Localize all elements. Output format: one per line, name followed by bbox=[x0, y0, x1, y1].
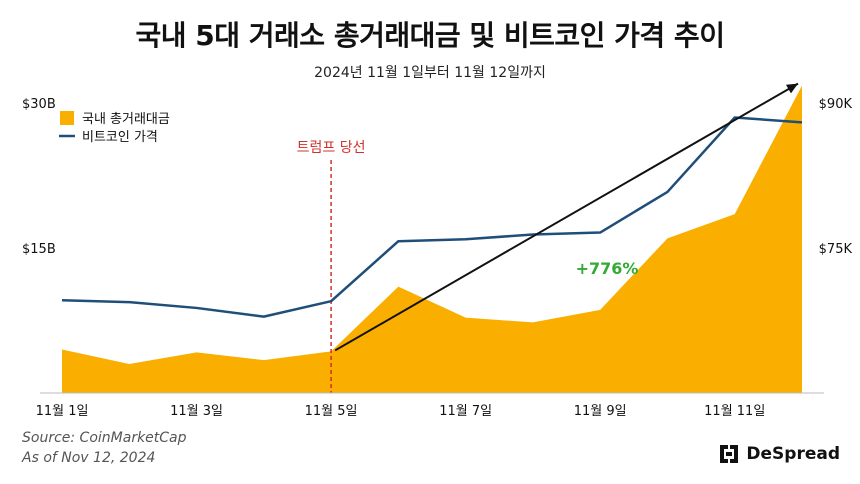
x-tick-label: 11월 1일 bbox=[36, 404, 89, 419]
volume-area bbox=[62, 85, 802, 393]
y-left-tick-label: $30B bbox=[22, 97, 56, 112]
y-right-tick-label: $90K bbox=[819, 97, 853, 112]
chart-title: 국내 5대 거래소 총거래대금 및 비트코인 가격 추이 bbox=[135, 19, 725, 52]
price-line-group bbox=[61, 116, 803, 318]
x-tick-label: 11월 5일 bbox=[305, 404, 358, 419]
growth-arrow-head bbox=[785, 83, 798, 94]
legend-label-price: 비트코인 가격 bbox=[82, 130, 158, 145]
y-right-tick-label: $75K bbox=[819, 242, 853, 257]
chart-subtitle: 2024년 11월 1일부터 11월 12일까지 bbox=[314, 65, 546, 81]
growth-arrow-group: +776% bbox=[334, 82, 799, 352]
brand-name: DeSpread bbox=[746, 444, 840, 464]
despread-logo-icon bbox=[720, 445, 739, 463]
as-of-note: As of Nov 12, 2024 bbox=[22, 450, 156, 466]
axes-group: 11월 1일 11월 3일 11월 5일 11월 7일 11월 9일 11월 11일 $15… bbox=[22, 97, 852, 419]
event-marker-group: 트럼프 당선 bbox=[297, 140, 366, 393]
source-note: Source: CoinMarketCap bbox=[22, 430, 187, 446]
x-tick-label: 11월 3일 bbox=[170, 404, 223, 419]
growth-label: +776% bbox=[576, 259, 639, 278]
growth-arrow-line bbox=[334, 82, 799, 352]
legend-label-volume: 국내 총거래대금 bbox=[82, 112, 170, 127]
x-tick-label: 11월 7일 bbox=[439, 404, 492, 419]
legend-swatch-volume bbox=[60, 111, 74, 125]
x-tick-label: 11월 11일 bbox=[704, 404, 765, 419]
price-line bbox=[61, 116, 803, 318]
event-marker-label: 트럼프 당선 bbox=[297, 140, 366, 156]
brand: DeSpread bbox=[718, 443, 840, 465]
x-tick-label: 11월 9일 bbox=[574, 404, 627, 419]
y-left-tick-label: $15B bbox=[22, 242, 56, 257]
